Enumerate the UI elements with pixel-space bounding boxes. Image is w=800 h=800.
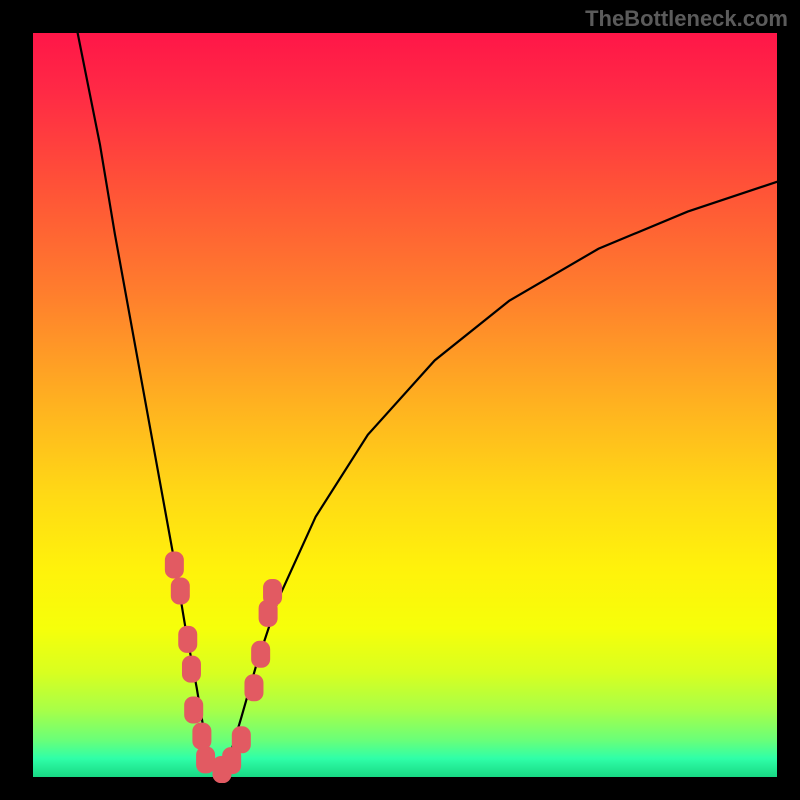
curve-marker — [252, 641, 270, 667]
curve-marker — [179, 626, 197, 652]
curve-marker — [264, 579, 282, 605]
stage: TheBottleneck.com — [0, 0, 800, 800]
curve-marker — [197, 747, 215, 773]
curve-marker — [193, 723, 211, 749]
curve-marker — [232, 727, 250, 753]
plot-area — [33, 33, 777, 777]
curve-marker — [171, 578, 189, 604]
watermark-text: TheBottleneck.com — [585, 6, 788, 32]
plot-frame — [33, 33, 777, 777]
bottleneck-curve-path — [219, 182, 777, 777]
curve-marker — [182, 656, 200, 682]
curve-marker — [185, 697, 203, 723]
curve-marker — [245, 675, 263, 701]
curve-layer — [33, 33, 777, 777]
curve-marker — [165, 552, 183, 578]
